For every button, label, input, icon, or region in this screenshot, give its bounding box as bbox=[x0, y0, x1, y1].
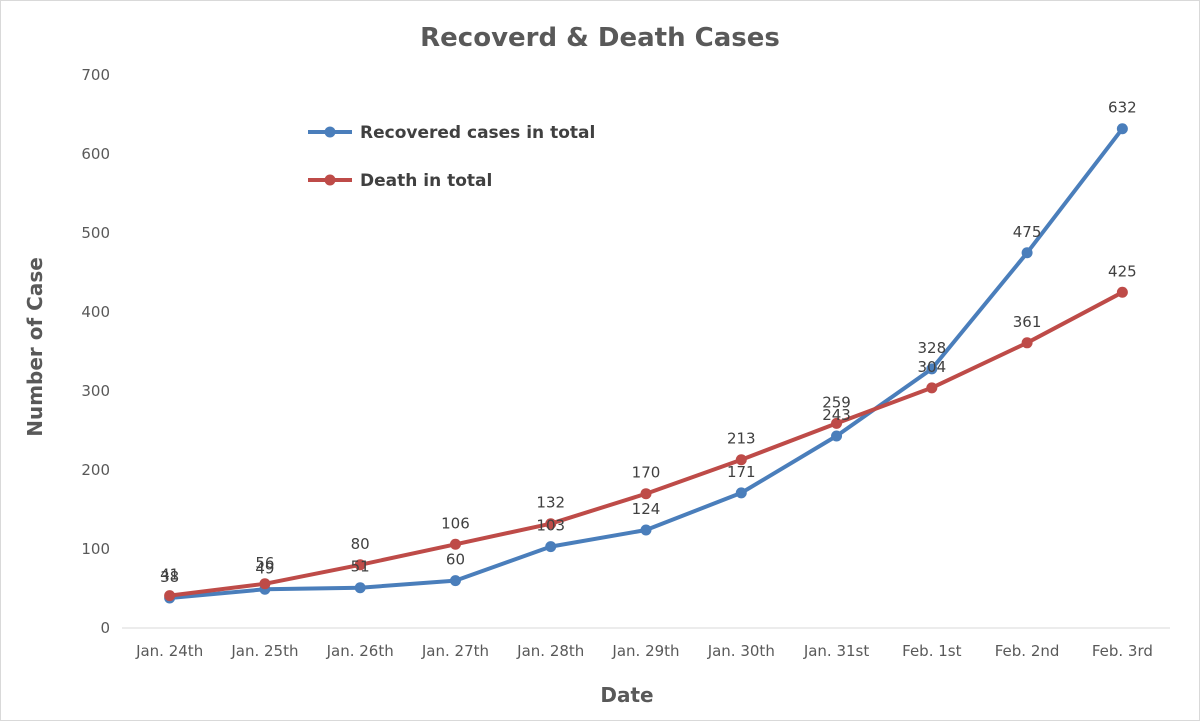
legend-swatch-marker bbox=[324, 126, 336, 138]
data-label-1: 41 bbox=[160, 566, 179, 584]
data-point-1 bbox=[164, 590, 176, 602]
x-tick-label: Jan. 30th bbox=[707, 642, 775, 660]
legend-label: Recovered cases in total bbox=[360, 123, 595, 143]
data-point-0 bbox=[1021, 247, 1033, 259]
x-tick-label: Jan. 31st bbox=[803, 642, 870, 660]
legend-swatch-marker bbox=[324, 174, 336, 186]
x-tick-label: Jan. 24th bbox=[135, 642, 203, 660]
x-tick-label: Jan. 29th bbox=[611, 642, 679, 660]
x-tick-label: Feb. 3rd bbox=[1092, 642, 1153, 660]
y-tick-label: 300 bbox=[81, 382, 110, 400]
data-point-1 bbox=[735, 454, 747, 466]
data-point-1 bbox=[1021, 337, 1033, 349]
data-point-0 bbox=[1116, 123, 1128, 135]
data-label-0: 38 bbox=[160, 568, 179, 586]
y-axis-ticks: 0 100 200 300 400 500 600 700 bbox=[81, 66, 110, 637]
data-point-1 bbox=[449, 538, 461, 550]
data-point-0 bbox=[926, 363, 938, 375]
data-point-0 bbox=[735, 487, 747, 499]
x-tick-label: Jan. 27th bbox=[421, 642, 489, 660]
data-label-0: 49 bbox=[255, 559, 274, 577]
data-label-0: 243 bbox=[822, 406, 851, 424]
data-label-0: 475 bbox=[1013, 223, 1042, 241]
data-label-0: 124 bbox=[632, 500, 661, 518]
x-tick-label: Jan. 28th bbox=[516, 642, 584, 660]
data-point-1 bbox=[354, 559, 366, 571]
series-line-1 bbox=[169, 290, 1124, 598]
data-label-0: 328 bbox=[917, 339, 946, 357]
data-label-0: 171 bbox=[727, 463, 756, 481]
data-point-0 bbox=[831, 430, 843, 442]
data-label-1: 170 bbox=[632, 464, 661, 482]
data-point-0 bbox=[449, 575, 461, 587]
legend-label: Death in total bbox=[360, 171, 492, 191]
data-point-1 bbox=[545, 518, 557, 530]
y-axis-title: Number of Case bbox=[23, 257, 47, 437]
y-tick-label: 700 bbox=[81, 66, 110, 84]
data-point-1 bbox=[1116, 286, 1128, 298]
y-tick-label: 600 bbox=[81, 145, 110, 163]
data-label-1: 259 bbox=[822, 393, 851, 411]
x-tick-label: Jan. 25th bbox=[230, 642, 298, 660]
y-tick-label: 500 bbox=[81, 224, 110, 242]
data-label-1: 132 bbox=[536, 494, 565, 512]
x-axis-title: Date bbox=[600, 683, 653, 707]
data-point-1 bbox=[259, 578, 271, 590]
data-label-1: 304 bbox=[917, 358, 946, 376]
data-point-0 bbox=[545, 541, 557, 553]
series-layer bbox=[164, 123, 1128, 604]
x-axis-ticks: Jan. 24th Jan. 25th Jan. 26th Jan. 27th Jan.… bbox=[135, 642, 1153, 660]
data-label-1: 56 bbox=[255, 554, 274, 572]
data-label-1: 80 bbox=[351, 535, 370, 553]
data-label-1: 213 bbox=[727, 430, 756, 448]
data-point-1 bbox=[831, 417, 843, 429]
data-label-1: 425 bbox=[1108, 262, 1137, 280]
data-label-0: 103 bbox=[536, 517, 565, 535]
x-tick-label: Feb. 2nd bbox=[995, 642, 1060, 660]
data-point-0 bbox=[640, 524, 652, 536]
data-labels: 38 49 51 60 103 124 171 243 328 475 632 41 56 80 106 13… bbox=[160, 99, 1137, 586]
data-label-0: 60 bbox=[446, 551, 465, 569]
data-point-1 bbox=[640, 488, 652, 500]
data-label-1: 106 bbox=[441, 514, 470, 532]
data-point-0 bbox=[354, 582, 366, 594]
y-tick-label: 0 bbox=[100, 619, 110, 637]
data-label-1: 361 bbox=[1013, 313, 1042, 331]
y-tick-label: 200 bbox=[81, 461, 110, 479]
y-tick-label: 100 bbox=[81, 540, 110, 558]
chart-title: Recoverd & Death Cases bbox=[420, 23, 780, 53]
legend: Recovered cases in total Death in total bbox=[308, 123, 595, 191]
x-tick-label: Jan. 26th bbox=[326, 642, 394, 660]
data-point-1 bbox=[926, 382, 938, 394]
data-label-0: 51 bbox=[351, 558, 370, 576]
x-tick-label: Feb. 1st bbox=[902, 642, 961, 660]
y-tick-label: 400 bbox=[81, 303, 110, 321]
data-label-0: 632 bbox=[1108, 99, 1137, 117]
